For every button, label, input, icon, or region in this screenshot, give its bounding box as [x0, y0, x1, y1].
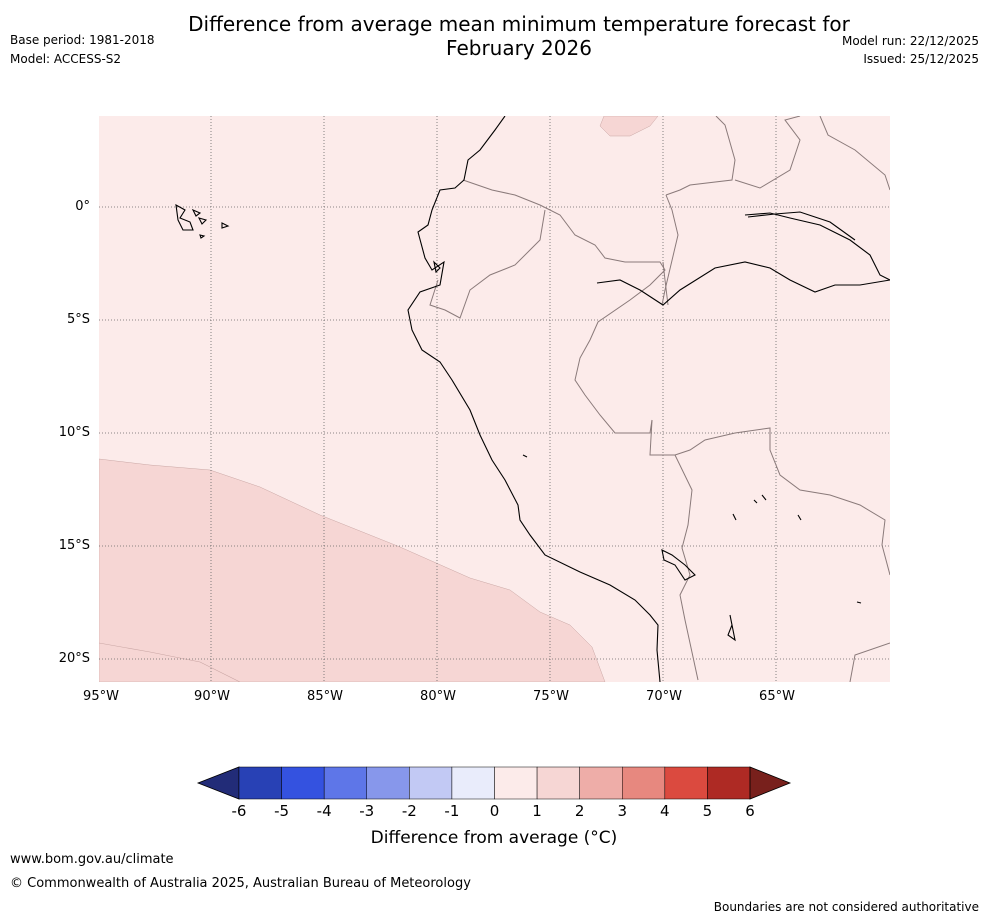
- lat-label-20s: 20°S: [58, 651, 90, 666]
- colorbar-tick-label: 2: [574, 802, 585, 820]
- colorbar-swatch: [622, 766, 666, 800]
- map-anomaly-region-southwest-inner: [99, 642, 241, 682]
- page-title: Difference from average mean minimum tem…: [0, 12, 988, 60]
- lat-label-15s: 15°S: [58, 538, 90, 553]
- colorbar-swatch: [494, 766, 538, 800]
- colorbar-tick-label: 5: [702, 802, 713, 820]
- colorbar-swatch: [579, 766, 623, 800]
- model-run-text: Model run: 22/12/2025: [841, 34, 979, 48]
- colorbar-extend-high: [749, 766, 792, 800]
- colorbar-swatch: [323, 766, 367, 800]
- coastlines: [175, 116, 890, 682]
- colorbar-tick-label: -6: [231, 802, 247, 820]
- lat-label-10s: 10°S: [58, 425, 90, 440]
- map-anomaly-region-north: [599, 116, 659, 137]
- map-anomaly-region-southwest: [99, 458, 606, 682]
- colorbar-tick-label: 6: [745, 802, 755, 820]
- lon-label-95w: 95°W: [83, 689, 119, 704]
- issued-text: Issued: 25/12/2025: [863, 52, 979, 66]
- colorbar-swatches: [196, 766, 792, 800]
- colorbar-tick-label: -3: [359, 802, 375, 820]
- lon-label-65w: 65°W: [759, 689, 795, 704]
- colorbar-swatch: [707, 766, 751, 800]
- lat-label-0: 0°: [75, 199, 90, 214]
- colorbar-tick-label: -2: [401, 802, 417, 820]
- title-line-2: February 2026: [446, 36, 592, 60]
- colorbar-tick-label: 4: [660, 802, 670, 820]
- boundary-note: Boundaries are not considered authoritat…: [713, 900, 979, 914]
- lat-label-5s: 5°S: [66, 312, 90, 327]
- colorbar-tick-label: -5: [274, 802, 290, 820]
- colorbar-tick-label: -1: [444, 802, 460, 820]
- country-borders: [429, 116, 890, 682]
- colorbar-tick-label: 3: [617, 802, 628, 820]
- model-text: Model: ACCESS-S2: [10, 52, 122, 66]
- base-period-text: Base period: 1981-2018: [10, 33, 155, 47]
- colorbar-swatch: [409, 766, 453, 800]
- colorbar-swatch: [281, 766, 325, 800]
- grid-lines: [99, 116, 890, 682]
- lon-label-70w: 70°W: [646, 689, 682, 704]
- colorbar-extend-low: [196, 766, 240, 800]
- website-link[interactable]: www.bom.gov.au/climate: [10, 852, 174, 867]
- lon-label-75w: 75°W: [533, 689, 569, 704]
- colorbar-swatch: [536, 766, 580, 800]
- lon-label-90w: 90°W: [194, 689, 230, 704]
- colorbar-swatch: [238, 766, 282, 800]
- colorbar-swatch: [451, 766, 495, 800]
- colorbar-tick-label: -4: [316, 802, 332, 820]
- colorbar-tick-label: 1: [532, 802, 542, 820]
- colorbar-tick-label: 0: [489, 802, 500, 820]
- colorbar-label: Difference from average (°C): [370, 828, 618, 848]
- colorbar-swatch: [664, 766, 708, 800]
- copyright-text: © Commonwealth of Australia 2025, Austra…: [10, 876, 471, 891]
- lon-label-80w: 80°W: [420, 689, 456, 704]
- title-line-1: Difference from average mean minimum tem…: [188, 12, 850, 36]
- colorbar-swatch: [366, 766, 410, 800]
- lon-label-85w: 85°W: [307, 689, 343, 704]
